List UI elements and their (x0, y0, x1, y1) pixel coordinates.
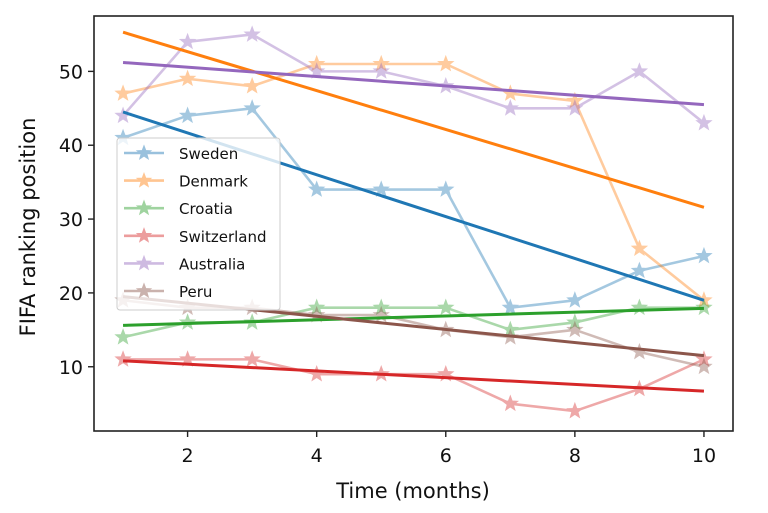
data-point (114, 350, 132, 367)
legend-label: Australia (179, 255, 245, 273)
data-point (307, 364, 326, 382)
data-point (372, 54, 390, 72)
legend: Sweden Denmark Croatia Switzerland Australia… (116, 137, 281, 311)
data-point (243, 99, 261, 116)
trend-line-switzerland (122, 359, 705, 393)
legend-swatch (124, 199, 164, 216)
legend-swatch (124, 144, 164, 160)
data-point (307, 62, 326, 79)
data-point (695, 246, 713, 264)
data-point (437, 54, 455, 72)
data-point (437, 298, 455, 316)
y-tick-label: 50 (59, 61, 83, 83)
legend-item-croatia: Croatia (124, 199, 233, 218)
star-icon (135, 282, 153, 298)
legend-item-sweden: Sweden (124, 144, 238, 163)
data-point (566, 313, 584, 330)
series-line-australia (122, 33, 705, 125)
data-point (178, 106, 197, 124)
data-point (630, 261, 649, 279)
data-point (372, 180, 390, 197)
data-point (501, 84, 520, 101)
series-sweden (114, 99, 713, 316)
star-icon (135, 144, 153, 160)
plot-frame (93, 15, 734, 432)
data-point (307, 298, 326, 316)
series-line-sweden (122, 107, 705, 309)
data-point (630, 239, 649, 257)
data-point (178, 313, 197, 330)
y-tick-label: 10 (59, 357, 83, 379)
data-point (243, 77, 261, 94)
data-point (501, 298, 520, 316)
data-point (501, 394, 520, 412)
data-point (566, 291, 584, 308)
data-point (243, 350, 261, 367)
data-point (630, 342, 649, 360)
series-australia (114, 25, 713, 131)
data-point (501, 320, 520, 338)
x-tick-label: 8 (569, 445, 581, 467)
y-axis-label: FIFA ranking position (16, 118, 40, 337)
x-tick-label: 6 (440, 445, 452, 467)
data-point (566, 91, 584, 109)
data-point (630, 62, 649, 79)
star-icon (135, 227, 153, 243)
data-point (566, 99, 584, 116)
data-point (178, 32, 197, 50)
data-point (437, 180, 455, 197)
star-icon (135, 171, 153, 188)
legend-item-switzerland: Switzerland (124, 227, 267, 246)
trend-line-denmark (122, 30, 705, 209)
data-point (114, 84, 132, 101)
data-point (307, 54, 326, 72)
legend-item-australia: Australia (124, 254, 245, 273)
data-point (566, 320, 584, 338)
x-tick-label: 4 (311, 445, 323, 467)
data-point (695, 357, 713, 375)
data-point (695, 350, 713, 367)
legend-swatch (124, 227, 164, 243)
x-axis: 2 4 6 8 10 (182, 431, 716, 467)
data-point (501, 99, 520, 116)
x-tick-label: 10 (692, 445, 716, 467)
legend-item-denmark: Denmark (124, 171, 248, 191)
series-line-denmark (122, 62, 705, 302)
data-point (243, 25, 261, 42)
legend-item-peru: Peru (124, 282, 212, 301)
trend-line-australia (122, 61, 705, 107)
series-switzerland (114, 350, 713, 419)
legend-label: Sweden (179, 145, 238, 163)
star-icon (135, 199, 153, 216)
data-point (307, 180, 326, 197)
y-axis: 10 20 30 40 50 (59, 61, 94, 379)
legend-swatch (124, 171, 164, 188)
legend-label: Peru (179, 283, 212, 301)
data-point (178, 69, 197, 87)
data-point (372, 298, 390, 316)
data-point (630, 298, 649, 316)
legend-label: Croatia (179, 200, 233, 218)
series-line-switzerland (123, 358, 705, 413)
x-axis-label: Time (months) (335, 479, 490, 503)
plot-area (114, 25, 713, 419)
legend-swatch (124, 282, 164, 298)
data-point (695, 298, 713, 316)
data-point (695, 113, 713, 131)
legend-label: Denmark (179, 173, 248, 191)
star-icon (135, 254, 153, 271)
legend-label: Switzerland (179, 228, 267, 246)
y-tick-label: 30 (59, 209, 83, 231)
data-point (372, 62, 390, 79)
trend-line-croatia (123, 306, 704, 327)
y-tick-label: 40 (59, 135, 83, 157)
data-point (114, 328, 132, 345)
legend-swatch (124, 254, 164, 271)
x-tick-label: 2 (182, 445, 194, 467)
legend-box (116, 137, 281, 311)
y-tick-label: 20 (59, 283, 83, 305)
data-point (566, 401, 584, 419)
